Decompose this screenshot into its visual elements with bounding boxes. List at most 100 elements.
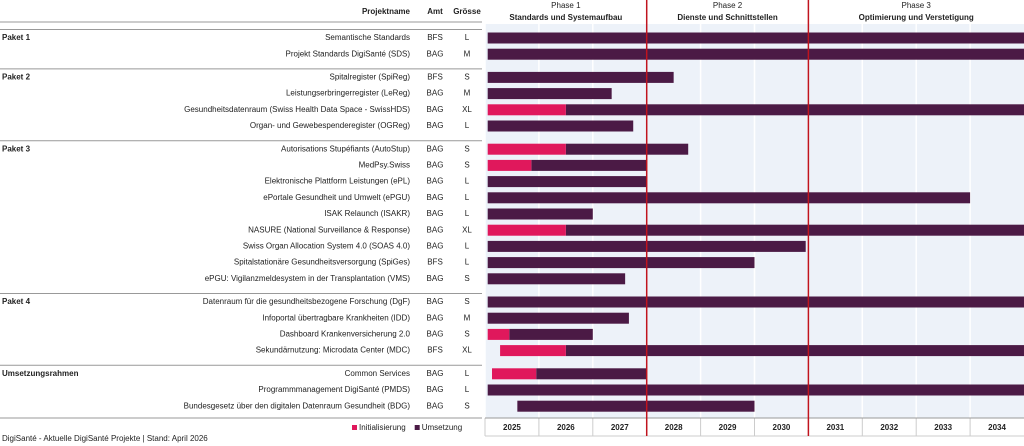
phase-title: Standards und Systemaufbau — [509, 13, 622, 22]
project-amt: BAG — [427, 385, 444, 394]
project-amt: BAG — [427, 193, 444, 202]
project-size: M — [464, 49, 471, 58]
umsetzung-bar — [487, 257, 755, 269]
project-size: L — [465, 258, 470, 267]
umsetzung-bar — [487, 296, 1024, 308]
group-label: Paket 4 — [2, 297, 31, 306]
umsetzung-bar — [565, 143, 689, 155]
project-size: S — [464, 73, 469, 82]
umsetzung-bar — [531, 159, 647, 171]
group-label: Paket 3 — [2, 144, 31, 153]
project-name: Leistungserbringerregister (LeReg) — [286, 89, 410, 98]
project-name: ePortale Gesundheit und Umwelt (ePGU) — [263, 193, 410, 202]
legend-label: Umsetzung — [422, 423, 462, 432]
project-size: S — [464, 161, 469, 170]
project-name: Common Services — [345, 369, 410, 378]
project-name: Dashboard Krankenversicherung 2.0 — [280, 330, 411, 339]
project-size: S — [464, 297, 469, 306]
project-amt: BFS — [427, 346, 443, 355]
project-name: Sekundärnutzung: Microdata Center (MDC) — [256, 346, 411, 355]
project-name: MedPsy.Swiss — [359, 161, 410, 170]
project-amt: BAG — [427, 330, 444, 339]
legend-label: Initialisierung — [359, 423, 406, 432]
project-name: ePGU: Vigilanzmeldesystem in der Transpl… — [205, 274, 411, 283]
project-name: Gesundheitsdatenraum (Swiss Health Data … — [184, 105, 410, 114]
project-amt: BAG — [427, 297, 444, 306]
project-size: S — [464, 330, 469, 339]
project-name: Elektronische Plattform Leistungen (ePL) — [265, 177, 411, 186]
project-amt: BAG — [427, 209, 444, 218]
umsetzung-bar — [487, 208, 593, 220]
project-size: L — [465, 33, 470, 42]
group-label: Umsetzungsrahmen — [2, 369, 79, 378]
project-amt: BAG — [427, 161, 444, 170]
umsetzung-bar — [487, 120, 634, 132]
project-size: L — [465, 369, 470, 378]
project-name: Bundesgesetz über den digitalen Datenrau… — [184, 401, 411, 410]
project-amt: BAG — [427, 121, 444, 130]
project-size: L — [465, 177, 470, 186]
project-size: M — [464, 313, 471, 322]
project-size: L — [465, 193, 470, 202]
project-size: L — [465, 385, 470, 394]
initialisierung-bar — [487, 104, 566, 116]
phase-title: Optimierung und Verstetigung — [859, 13, 974, 22]
project-size: XL — [462, 105, 472, 114]
umsetzung-bar — [487, 192, 971, 204]
project-size: L — [465, 242, 470, 251]
project-size: XL — [462, 225, 472, 234]
umsetzung-bar — [536, 368, 647, 380]
project-name: Autorisations Stupéfiants (AutoStup) — [281, 144, 410, 153]
project-name: Organ- und Gewebespenderegister (OGReg) — [250, 121, 410, 130]
project-name: Programmmanagement DigiSanté (PMDS) — [258, 385, 410, 394]
initialisierung-bar — [487, 159, 532, 171]
group-label: Paket 1 — [2, 33, 31, 42]
umsetzung-bar — [487, 88, 612, 100]
project-size: XL — [462, 346, 472, 355]
umsetzung-bar — [487, 32, 1024, 44]
phase-label: Phase 2 — [713, 1, 743, 10]
umsetzung-bar — [487, 48, 1024, 60]
umsetzung-bar — [509, 328, 593, 340]
umsetzung-bar — [487, 71, 674, 83]
footer: DigiSanté - Aktuelle DigiSanté Projekte … — [2, 434, 208, 443]
project-amt: BAG — [427, 313, 444, 322]
project-name: Spitalstationäre Gesundheitsversorgung (… — [234, 258, 410, 267]
column-header: Grösse — [453, 7, 481, 16]
project-name: Datenraum für die gesundheitsbezogene Fo… — [203, 297, 411, 306]
phase-label: Phase 1 — [551, 1, 581, 10]
project-size: M — [464, 89, 471, 98]
project-size: L — [465, 121, 470, 130]
umsetzung-bar — [487, 273, 626, 285]
year-label: 2031 — [826, 423, 844, 432]
phase-title: Dienste und Schnittstellen — [677, 13, 778, 22]
project-size: S — [464, 274, 469, 283]
umsetzung-bar — [517, 400, 755, 412]
project-amt: BAG — [427, 242, 444, 251]
umsetzung-bar — [487, 384, 1024, 396]
project-name: Spitalregister (SpiReg) — [330, 73, 411, 82]
project-name: Projekt Standards DigiSanté (SDS) — [286, 49, 411, 58]
umsetzung-bar — [565, 224, 1024, 236]
umsetzung-bar — [565, 104, 1024, 116]
legend-swatch — [352, 425, 357, 430]
project-size: L — [465, 209, 470, 218]
project-amt: BAG — [427, 144, 444, 153]
project-amt: BAG — [427, 49, 444, 58]
project-amt: BFS — [427, 73, 443, 82]
initialisierung-bar — [487, 328, 510, 340]
project-size: S — [464, 401, 469, 410]
project-name: Semantische Standards — [325, 33, 410, 42]
umsetzung-bar — [565, 345, 1024, 357]
umsetzung-bar — [487, 312, 629, 324]
initialisierung-bar — [487, 143, 566, 155]
column-header: Amt — [427, 7, 443, 16]
year-label: 2032 — [880, 423, 898, 432]
project-amt: BFS — [427, 258, 443, 267]
column-header: Projektname — [362, 7, 411, 16]
year-label: 2027 — [611, 423, 629, 432]
project-amt: BAG — [427, 177, 444, 186]
project-name: NASURE (National Surveillance & Response… — [248, 225, 410, 234]
year-label: 2028 — [665, 423, 683, 432]
